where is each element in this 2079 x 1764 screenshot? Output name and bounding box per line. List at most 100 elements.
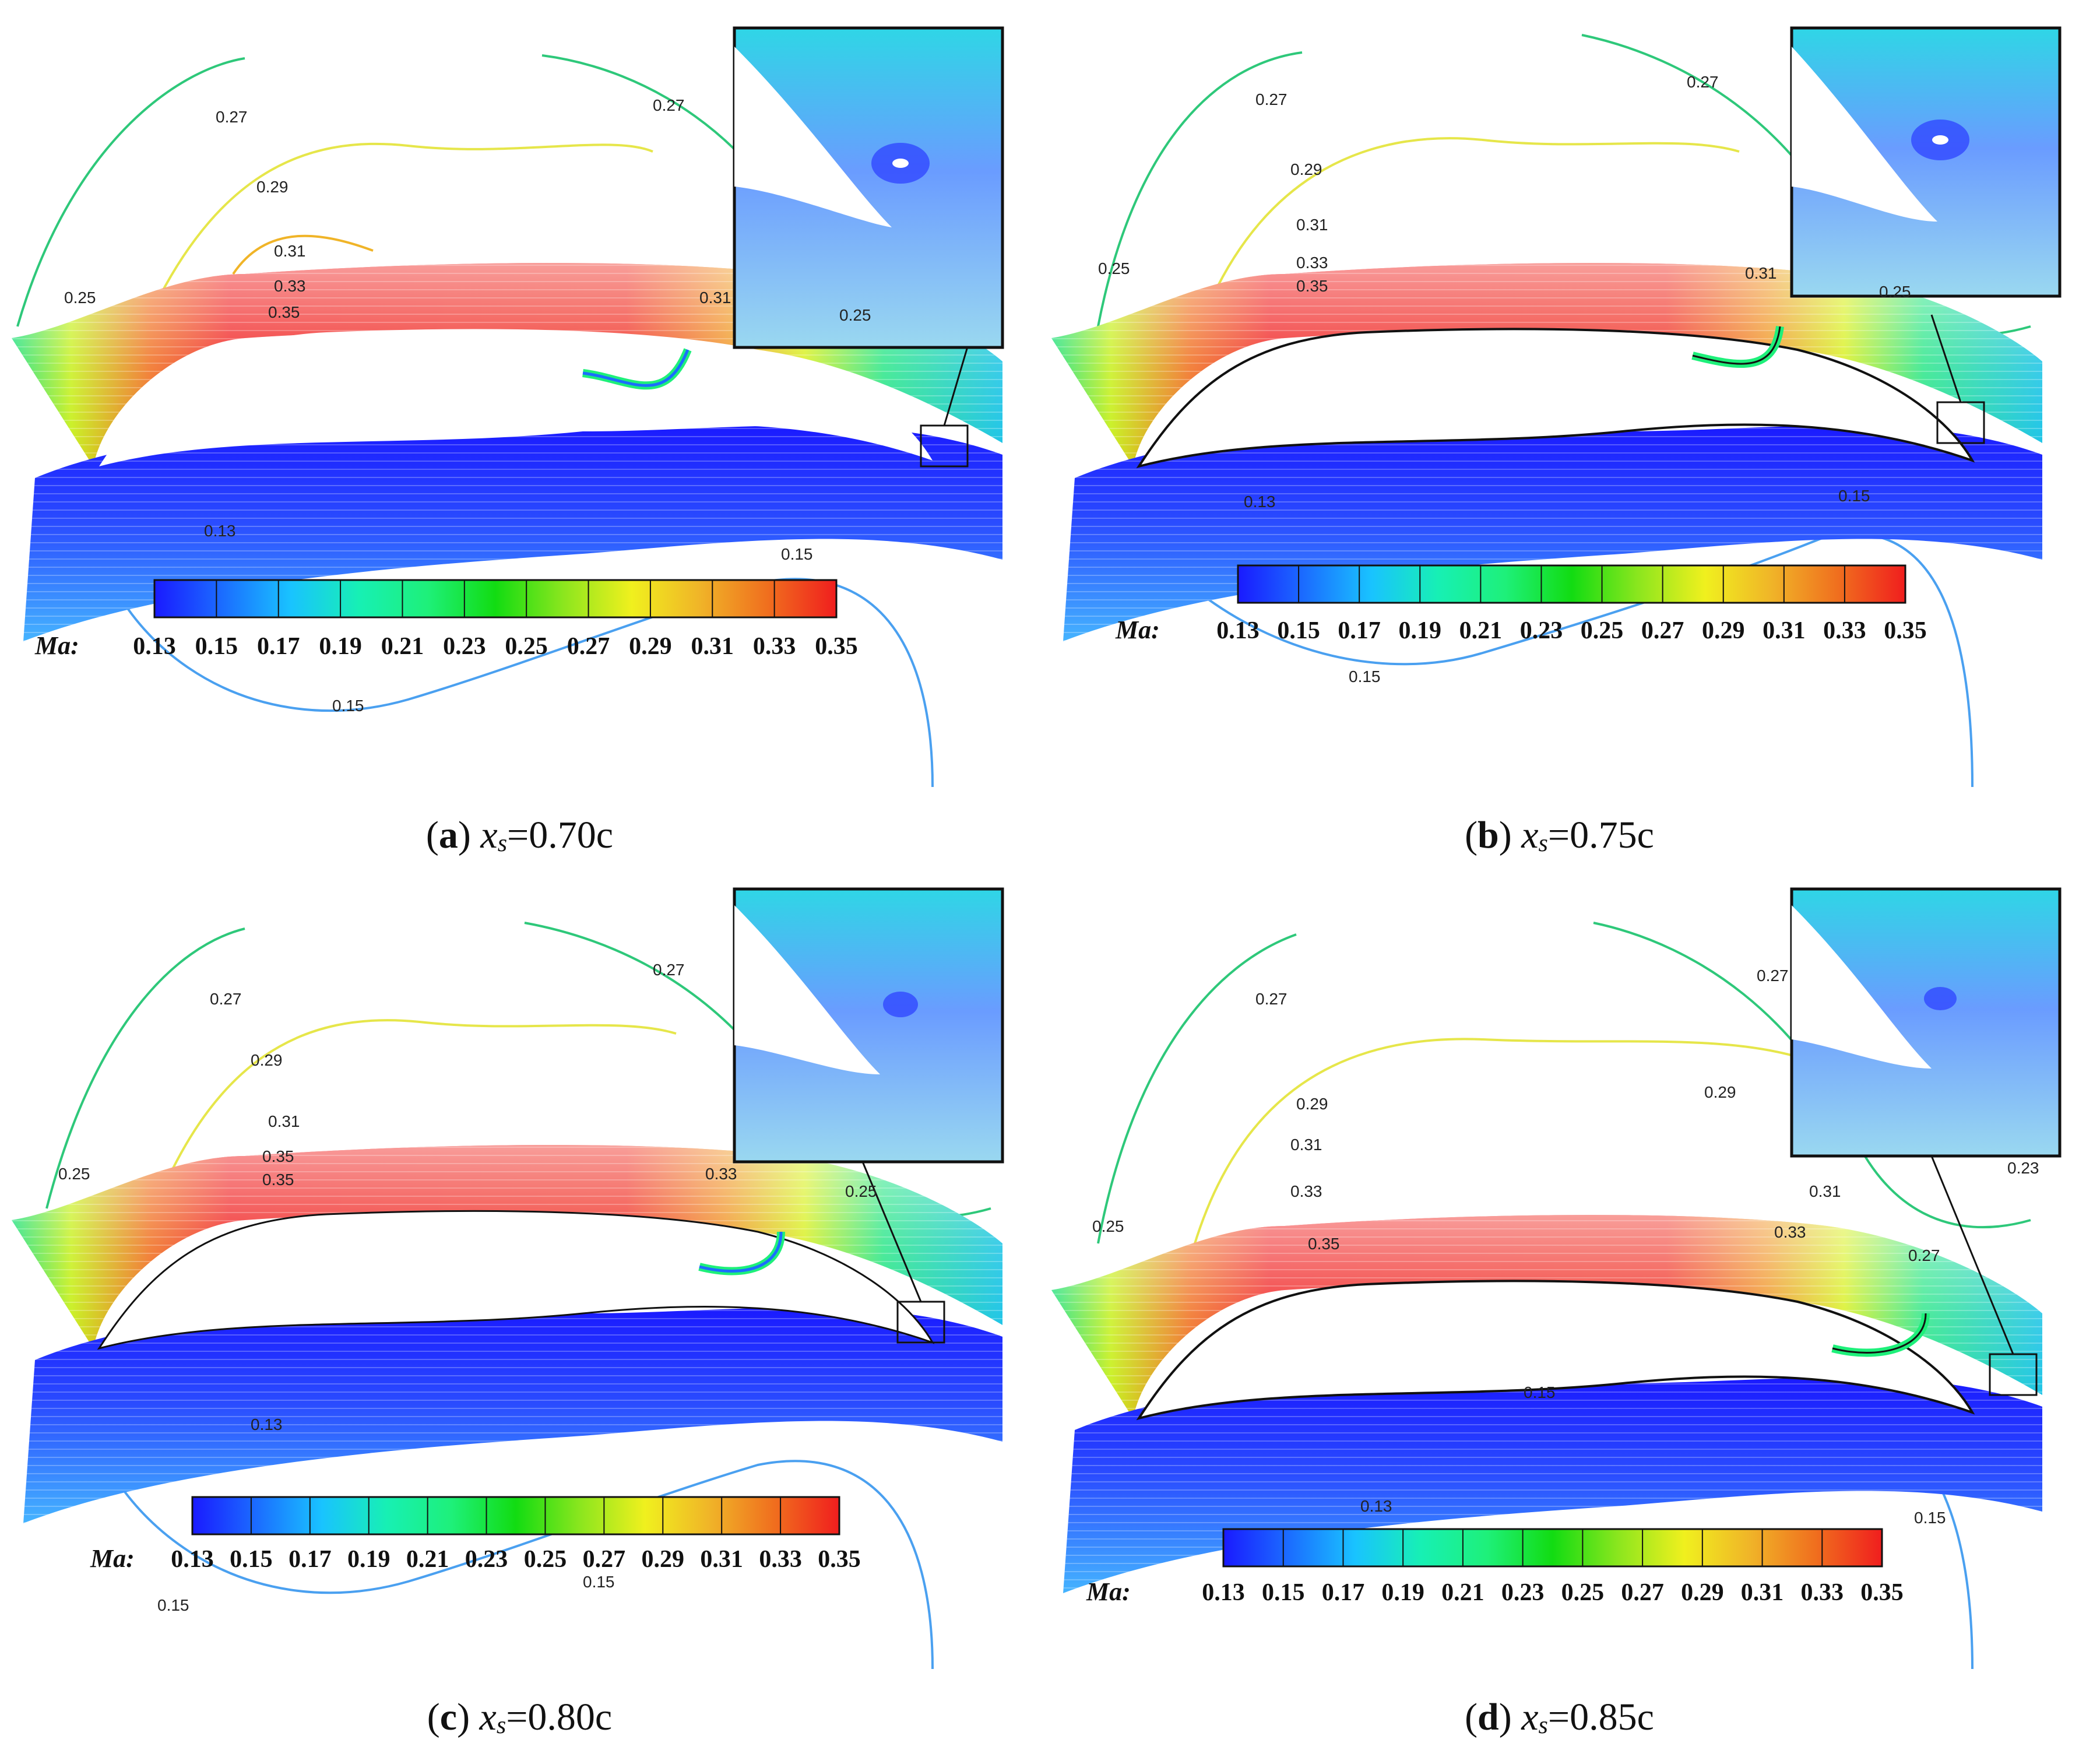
- colorbar-tick-label: 0.17: [289, 1546, 332, 1573]
- panel-b: 0.27 0.27 0.29 0.31 0.33 0.35 0.31 0.25 …: [1040, 0, 2079, 882]
- colorbar-tick-label: 0.31: [1763, 617, 1806, 644]
- contour-label: 0.27: [653, 961, 685, 979]
- colorbar: Ma: 0.13 0.15 0.17 0.19 0.21 0.23 0.25 0.27 0.29…: [1086, 1528, 1904, 1606]
- colorbar-tick-label: 0.19: [319, 633, 362, 660]
- colorbar-tick-label: 0.29: [642, 1546, 685, 1573]
- contour-label: 0.25: [1098, 259, 1130, 277]
- colorbar-tick-label: 0.29: [1681, 1579, 1724, 1606]
- panel-c: 0.27 0.27 0.29 0.31 0.35 0.35 0.33 0.25 …: [0, 882, 1039, 1764]
- contour-label: 0.27: [216, 108, 248, 126]
- contour-label: 0.25: [64, 289, 96, 307]
- panel-b-plot: 0.27 0.27 0.29 0.31 0.33 0.35 0.31 0.25 …: [1051, 26, 2062, 788]
- contour-label: 0.33: [1296, 254, 1328, 272]
- contour-label: 0.25: [1092, 1217, 1124, 1235]
- contour-label: 0.29: [1704, 1083, 1736, 1101]
- contour-label: 0.31: [1296, 216, 1328, 234]
- contour-label: 0.27: [1255, 90, 1287, 108]
- colorbar-tick-label: 0.19: [1399, 617, 1442, 644]
- contour-label: 0.31: [1809, 1182, 1841, 1200]
- colorbar-tick-label: 0.25: [524, 1546, 567, 1573]
- caption-d: (d) xs=0.85c: [1465, 1696, 1654, 1739]
- contour-label: 0.27: [1757, 967, 1789, 985]
- contour-label: 0.23: [2007, 1159, 2039, 1177]
- contour-label: 0.31: [1745, 264, 1777, 282]
- contour-label: 0.13: [1244, 493, 1276, 511]
- contour-label: 0.33: [274, 277, 306, 295]
- colorbar-tick-label: 0.35: [818, 1546, 861, 1573]
- colorbar-tick-label: 0.29: [629, 633, 672, 660]
- colorbar-tick-label: 0.33: [759, 1546, 802, 1573]
- colorbar-tick-label: 0.17: [257, 633, 300, 660]
- contour-label: 0.25: [839, 306, 871, 324]
- contour-label: 0.35: [262, 1147, 294, 1165]
- contour-label: 0.15: [1349, 667, 1381, 686]
- contour-label: 0.35: [1308, 1235, 1340, 1253]
- contour-label: 0.29: [1290, 160, 1322, 178]
- colorbar-tick-label: 0.13: [133, 633, 176, 660]
- contour-label: 0.13: [204, 522, 236, 540]
- panel-a-plot: 0.27 0.27 0.29 0.31 0.33 0.35 0.31 0.25 …: [12, 26, 1004, 788]
- contour-label: 0.31: [274, 242, 306, 260]
- caption-a: (a) xs=0.70c: [425, 814, 614, 857]
- contour-label: 0.27: [1255, 990, 1287, 1008]
- colorbar-tick-label: 0.15: [1262, 1579, 1305, 1606]
- contour-label: 0.29: [1296, 1095, 1328, 1113]
- contour-label: 0.31: [699, 289, 731, 307]
- colorbar-tick-label: 0.15: [1277, 617, 1320, 644]
- contour-label: 0.27: [1687, 73, 1719, 91]
- contour-label: 0.31: [268, 1112, 300, 1130]
- colorbar-tick-label: 0.19: [1381, 1579, 1424, 1606]
- contour-label: 0.15: [157, 1596, 189, 1614]
- colorbar-tick-label: 0.25: [505, 633, 548, 660]
- panel-d-plot: 0.27 0.27 0.29 0.29 0.31 0.33 0.35 0.31 …: [1051, 887, 2062, 1670]
- panel-d: 0.27 0.27 0.29 0.29 0.31 0.33 0.35 0.31 …: [1040, 882, 2079, 1764]
- contour-label: 0.25: [58, 1165, 90, 1183]
- colorbar-tick-label: 0.35: [815, 633, 858, 660]
- contour-label: 0.25: [1879, 283, 1911, 301]
- colorbar-tick-label: 0.25: [1581, 617, 1624, 644]
- caption-c: (c) xs=0.80c: [427, 1696, 613, 1739]
- colorbar-tick-label: 0.23: [443, 633, 486, 660]
- colorbar-tick-label: 0.25: [1561, 1579, 1605, 1606]
- colorbar: Ma: 0.13 0.15 0.17 0.19 0.21 0.23 0.25 0.27 0.29…: [34, 579, 858, 660]
- contour-label: 0.33: [1290, 1182, 1322, 1200]
- contour-label: 0.31: [1290, 1136, 1322, 1154]
- panel-c-plot: 0.27 0.27 0.29 0.31 0.35 0.35 0.33 0.25 …: [12, 887, 1004, 1670]
- contour-label: 0.35: [1296, 277, 1328, 295]
- colorbar-tick-label: 0.15: [230, 1546, 273, 1573]
- colorbar: Ma: 0.13 0.15 0.17 0.19 0.21 0.23 0.25 0.27 0.29…: [90, 1496, 861, 1573]
- contour-label: 0.15: [1524, 1383, 1556, 1401]
- contour-label: 0.15: [1838, 487, 1870, 505]
- contour-label: 0.35: [262, 1171, 294, 1189]
- colorbar-tick-label: 0.23: [465, 1546, 508, 1573]
- colorbar-tick-label: 0.27: [567, 633, 610, 660]
- contour-label: 0.33: [1774, 1223, 1806, 1241]
- contour-label: 0.13: [251, 1415, 283, 1433]
- colorbar-tick-label: 0.13: [1202, 1579, 1245, 1606]
- contour-label: 0.29: [256, 178, 289, 196]
- colorbar-tick-label: 0.31: [700, 1546, 743, 1573]
- colorbar-tick-label: 0.13: [171, 1546, 214, 1573]
- contour-label: 0.27: [653, 96, 685, 114]
- colorbar-tick-label: 0.17: [1322, 1579, 1365, 1606]
- colorbar: Ma: 0.13 0.15 0.17 0.19 0.21 0.23 0.25 0.27 0.29…: [1115, 564, 1927, 644]
- contour-label: 0.27: [1908, 1246, 1940, 1264]
- colorbar-tick-label: 0.23: [1520, 617, 1563, 644]
- colorbar-tick-label: 0.23: [1501, 1579, 1545, 1606]
- colorbar-tick-label: 0.29: [1702, 617, 1745, 644]
- contour-label: 0.25: [845, 1182, 877, 1200]
- colorbar-tick-label: 0.35: [1860, 1579, 1904, 1606]
- contour-label: 0.15: [332, 697, 364, 715]
- contour-label: 0.33: [705, 1165, 737, 1183]
- colorbar-tick-label: 0.17: [1338, 617, 1381, 644]
- colorbar-tick-label: 0.33: [753, 633, 796, 660]
- colorbar-tick-label: 0.33: [1823, 617, 1866, 644]
- colorbar-tick-label: 0.15: [195, 633, 238, 660]
- colorbar-tick-label: 0.19: [347, 1546, 391, 1573]
- colorbar-tick-label: 0.13: [1216, 617, 1260, 644]
- colorbar-title: Ma:: [1086, 1577, 1131, 1606]
- contour-label: 0.15: [781, 545, 813, 563]
- colorbar-tick-label: 0.21: [406, 1546, 449, 1573]
- colorbar-tick-label: 0.33: [1801, 1579, 1844, 1606]
- colorbar-tick-label: 0.27: [1641, 617, 1684, 644]
